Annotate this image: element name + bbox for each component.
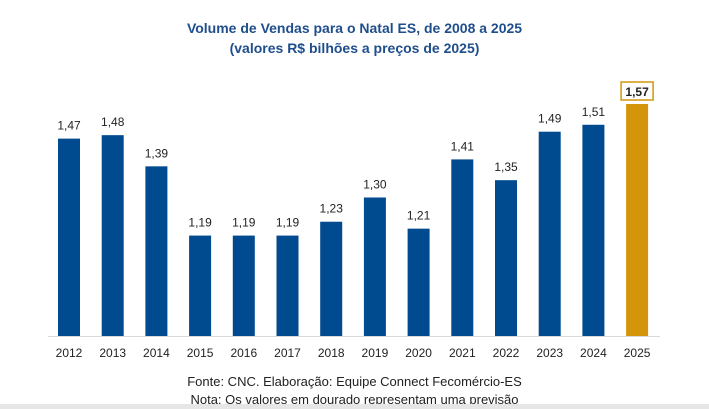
data-label-2020: 1,21 <box>407 209 431 223</box>
data-label-2014: 1,39 <box>145 146 169 160</box>
bar-2012 <box>58 138 80 336</box>
bar-2014 <box>145 166 168 336</box>
data-label-2018: 1,23 <box>320 202 344 216</box>
bar-2020 <box>407 228 430 336</box>
data-label-2013: 1,48 <box>101 115 125 129</box>
chart-subtitle: (valores R$ bilhões a preços de 2025) <box>229 40 480 56</box>
bar-2017 <box>276 235 299 336</box>
source-note: Fonte: CNC. Elaboração: Equipe Connect F… <box>187 374 522 389</box>
bar-2021 <box>451 159 474 336</box>
bar-2019 <box>363 197 386 336</box>
x-tick-label-2025: 2025 <box>624 346 651 360</box>
bar-2015 <box>189 235 212 336</box>
forecast-label-box <box>620 81 654 101</box>
bar-2023 <box>538 131 561 336</box>
data-label-2021: 1,41 <box>451 139 475 153</box>
bar-2025 <box>626 104 649 336</box>
chart-title: Volume de Vendas para o Natal ES, de 200… <box>186 20 523 36</box>
x-tick-label-2018: 2018 <box>318 346 345 360</box>
x-tick-label-2012: 2012 <box>56 346 83 360</box>
x-tick-label-2017: 2017 <box>274 346 301 360</box>
x-tick-label-2024: 2024 <box>580 346 607 360</box>
data-label-2022: 1,35 <box>494 160 518 174</box>
x-tick-label-2016: 2016 <box>230 346 257 360</box>
x-tick-label-2013: 2013 <box>99 346 126 360</box>
data-label-2017: 1,19 <box>276 216 300 230</box>
data-label-2015: 1,19 <box>188 216 212 230</box>
bar-2016 <box>232 235 255 336</box>
x-tick-label-2014: 2014 <box>143 346 170 360</box>
data-label-2025: 1,57 <box>625 85 649 99</box>
data-label-2024: 1,51 <box>582 105 606 119</box>
data-label-2012: 1,47 <box>57 119 81 133</box>
x-tick-label-2015: 2015 <box>187 346 214 360</box>
bottom-edge <box>0 404 709 409</box>
forecast-note: Nota: Os valores em dourado representam … <box>190 392 519 407</box>
bar-2024 <box>582 124 605 336</box>
x-tick-label-2021: 2021 <box>449 346 476 360</box>
x-tick-label-2023: 2023 <box>536 346 563 360</box>
data-label-2016: 1,19 <box>232 216 256 230</box>
bar-2022 <box>495 180 517 336</box>
x-tick-label-2022: 2022 <box>493 346 520 360</box>
data-label-2019: 1,30 <box>363 177 387 191</box>
bar-2013 <box>101 135 124 336</box>
x-tick-label-2019: 2019 <box>362 346 389 360</box>
bar-2018 <box>320 221 343 336</box>
data-label-2023: 1,49 <box>538 112 562 126</box>
x-tick-label-2020: 2020 <box>405 346 432 360</box>
